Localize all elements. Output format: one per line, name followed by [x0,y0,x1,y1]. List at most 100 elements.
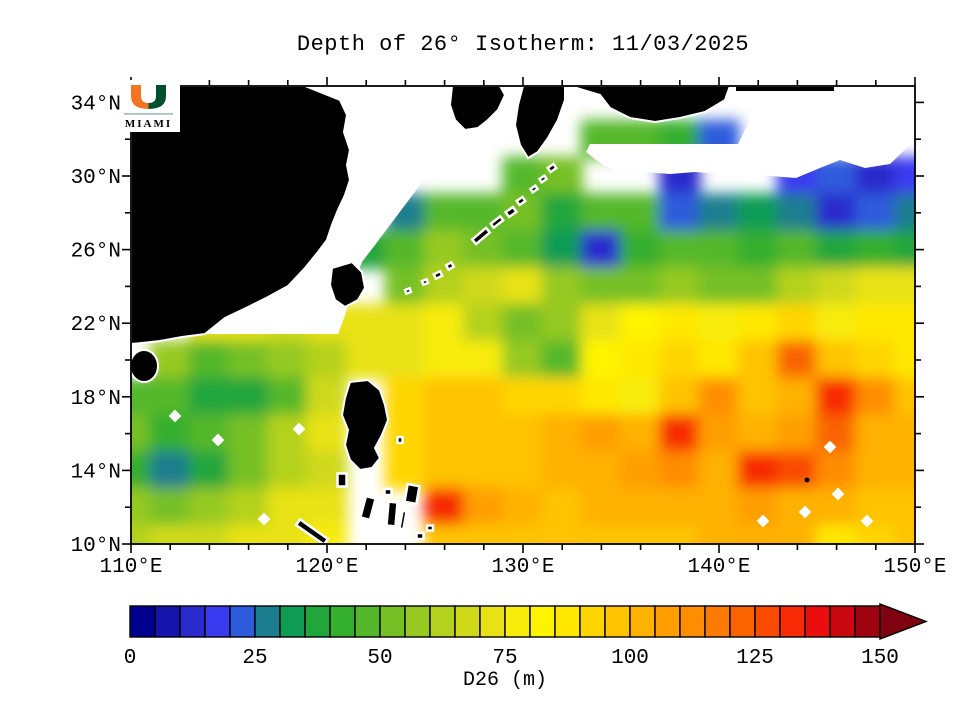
colorbar-segment [404,605,431,638]
field-cell [620,340,662,380]
colorbar-segment [579,605,606,638]
field-cell [384,377,426,417]
field-cell [502,303,544,343]
y-axis-tick-label: 22°N [71,314,121,337]
field-cell [424,414,466,453]
field-cell [894,303,915,343]
field-cell [620,267,662,306]
field-cell [149,377,191,417]
field-cell [776,414,818,453]
philippine-islet [336,472,348,488]
philippine-islet [294,517,330,547]
field-cell [737,340,779,380]
x-axis-tick-label: 130°E [491,556,554,579]
field-cell [502,340,544,380]
field-cell [149,451,191,490]
field-cell [502,230,544,269]
ryukyu-islet [537,173,549,185]
north-pacific-nodata [586,92,915,178]
field-cell [737,451,779,490]
logo-divider [124,113,173,115]
field-cell [463,303,505,343]
field-cell [659,377,701,417]
field-cell [659,340,701,380]
field-cell [384,340,426,380]
field-cell [541,377,583,417]
field-cell [345,303,387,343]
field-cell [776,303,818,343]
axis-ticks [122,77,924,553]
philippine-islands [294,435,435,547]
field-cell [424,451,466,490]
field-cell [620,451,662,490]
field-cell [463,487,505,527]
field-cell [776,451,818,490]
field-cell [698,267,740,306]
field-cell [188,524,230,544]
field-cell [463,377,505,417]
philippine-islet [396,435,404,445]
field-cell [659,414,701,453]
field-cell [776,377,818,417]
y-axis-tick-label: 18°N [71,388,121,411]
x-axis-tick-label: 120°E [295,556,358,579]
field-cell [541,156,583,196]
field-cell [502,451,544,490]
plot-title: Depth of 26° Isotherm: 11/03/2025 [297,32,749,57]
field-cell [131,451,152,490]
field-cell [894,156,915,196]
field-cell [816,267,858,306]
field-cell [855,377,897,417]
colorbar-segment [529,605,556,638]
colorbar-segment [504,605,531,638]
field-cell [541,414,583,453]
field-cell [541,303,583,343]
field-cell [620,377,662,417]
field-cell [541,340,583,380]
field-cell [424,340,466,380]
philippine-islet [358,494,378,522]
colorbar-segment [129,605,156,638]
field-cell [345,340,387,380]
colorbar-segment [854,605,881,638]
field-cell [580,340,622,380]
nodata-island-diamond [211,433,225,447]
logo-school-name: MIAMI [125,118,172,130]
field-cell [620,414,662,453]
field-cell [384,230,426,269]
colorbar-segment [629,605,656,638]
miami-u-right-icon [148,85,166,109]
colorbar-arrow [879,602,928,641]
university-logo: MIAMI [121,80,180,132]
field-cell [131,414,152,453]
colorbar-tick-label: 150 [861,647,899,670]
field-cell [659,230,701,269]
field-cell [424,487,466,527]
field-cell [424,524,466,544]
field-cell [659,451,701,490]
field-cell [737,193,779,233]
colorbar-segment [254,605,281,638]
x-axis-tick-label: 110°E [99,556,162,579]
field-cell [228,414,270,453]
field-cell [424,377,466,417]
ryukyu-islet [503,205,519,219]
field-cell [228,377,270,417]
field-cell [580,414,622,453]
field-cell [149,487,191,527]
field-cell [776,267,818,306]
colorbar-segment [554,605,581,638]
field-cell [541,267,583,306]
field-cell [659,487,701,527]
field-cell [424,303,466,343]
philippine-islet [398,509,408,531]
field-cell [188,487,230,527]
field-cell [228,340,270,380]
field-cell [737,377,779,417]
field-cell [659,303,701,343]
field-cell [463,193,505,233]
colorbar-segment [479,605,506,638]
field-cell [463,451,505,490]
miami-u-left-icon [131,85,149,109]
field-cell [580,267,622,306]
